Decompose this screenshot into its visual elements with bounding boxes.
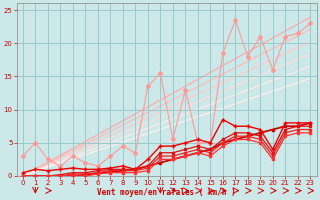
X-axis label: Vent moyen/en rafales ( km/h ): Vent moyen/en rafales ( km/h ) — [97, 188, 236, 197]
